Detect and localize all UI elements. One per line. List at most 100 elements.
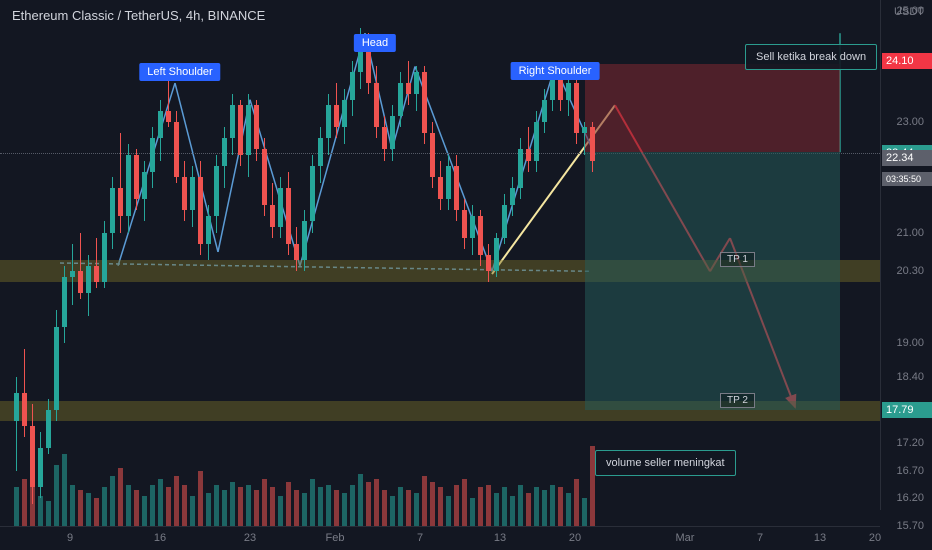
left-shoulder-label: Left Shoulder: [139, 63, 220, 81]
volume-bar: [62, 454, 67, 526]
volume-bar: [150, 485, 155, 526]
volume-bar: [462, 479, 467, 526]
candle-wick: [120, 133, 121, 233]
candle-body: [454, 166, 459, 210]
x-tick: 7: [417, 532, 423, 544]
volume-bar: [54, 465, 59, 526]
candle-body: [494, 238, 499, 271]
right-shoulder-label: Right Shoulder: [511, 62, 600, 80]
volume-bar: [126, 485, 131, 526]
x-tick: 13: [814, 532, 826, 544]
candle-body: [278, 188, 283, 227]
y-tick: 17.20: [896, 437, 924, 449]
volume-bar: [94, 498, 99, 526]
chart-plot-area[interactable]: Left Shoulder Head Right Shoulder Sell keti…: [0, 0, 880, 526]
candle-body: [14, 393, 19, 421]
sell-callout: Sell ketika break down: [745, 44, 877, 70]
candle-body: [318, 138, 323, 166]
candle-body: [446, 166, 451, 199]
candle-body: [118, 188, 123, 216]
volume-bar: [414, 493, 419, 526]
x-tick: 23: [244, 532, 256, 544]
y-tick: 18.40: [896, 371, 924, 383]
volume-bar: [238, 487, 243, 526]
candle-body: [142, 172, 147, 200]
candle-body: [158, 111, 163, 139]
volume-bar: [182, 485, 187, 526]
volume-bar: [302, 493, 307, 526]
volume-bar: [142, 496, 147, 526]
candle-body: [102, 233, 107, 283]
volume-bar: [198, 471, 203, 526]
volume-bar: [22, 479, 27, 526]
tp1-label: TP 1: [720, 252, 755, 267]
y-tick: 21.00: [896, 227, 924, 239]
candle-body: [350, 72, 355, 100]
candle-body: [166, 111, 171, 122]
candle-body: [230, 105, 235, 138]
candle-body: [54, 327, 59, 410]
volume-bar: [542, 490, 547, 526]
x-tick: 20: [569, 532, 581, 544]
volume-bar: [118, 468, 123, 526]
volume-bar: [278, 496, 283, 526]
volume-bar: [270, 487, 275, 526]
y-tick: 23.00: [896, 116, 924, 128]
volume-bar: [14, 487, 19, 526]
candle-body: [526, 149, 531, 160]
volume-bar: [222, 490, 227, 526]
volume-bar: [214, 485, 219, 526]
candle-body: [214, 166, 219, 216]
volume-bar: [422, 476, 427, 526]
candle-body: [542, 100, 547, 122]
candle-body: [46, 410, 51, 449]
price-tag: 03:35:50: [882, 172, 932, 186]
volume-bar: [102, 487, 107, 526]
candle-body: [94, 266, 99, 283]
volume-bar: [446, 496, 451, 526]
volume-bar: [430, 482, 435, 526]
volume-bar: [326, 485, 331, 526]
volume-bar: [550, 485, 555, 526]
x-tick: Feb: [326, 532, 345, 544]
candle-body: [478, 216, 483, 255]
volume-bar: [110, 476, 115, 526]
volume-bar: [510, 496, 515, 526]
candle-body: [126, 155, 131, 216]
candle-body: [342, 100, 347, 128]
volume-bar: [294, 490, 299, 526]
candle-body: [22, 393, 27, 426]
volume-bar: [310, 479, 315, 526]
candle-body: [502, 205, 507, 238]
volume-bar: [174, 476, 179, 526]
candle-body: [150, 138, 155, 171]
x-tick: 7: [757, 532, 763, 544]
price-tag: 17.79: [882, 402, 932, 418]
candle-body: [238, 105, 243, 155]
volume-bar: [350, 485, 355, 526]
candle-body: [566, 83, 571, 100]
candle-body: [78, 271, 83, 293]
candle-body: [422, 72, 427, 133]
candle-body: [406, 83, 411, 94]
candle-body: [110, 188, 115, 232]
candle-body: [590, 127, 595, 160]
volume-bar: [334, 490, 339, 526]
candle-body: [326, 105, 331, 138]
head-label: Head: [354, 34, 396, 52]
candle-body: [518, 149, 523, 188]
volume-bar: [318, 487, 323, 526]
line-ls2: [175, 83, 218, 252]
volume-bar: [574, 479, 579, 526]
tp2-label: TP 2: [720, 393, 755, 408]
volume-bar: [358, 474, 363, 526]
x-axis: 91623Feb71320Mar71320: [0, 526, 880, 550]
volume-bar: [478, 487, 483, 526]
candle-body: [62, 277, 67, 327]
volume-bar: [158, 479, 163, 526]
candle-body: [414, 72, 419, 94]
volume-bar: [254, 490, 259, 526]
volume-bar: [454, 485, 459, 526]
volume-bar: [166, 487, 171, 526]
candle-body: [558, 78, 563, 100]
